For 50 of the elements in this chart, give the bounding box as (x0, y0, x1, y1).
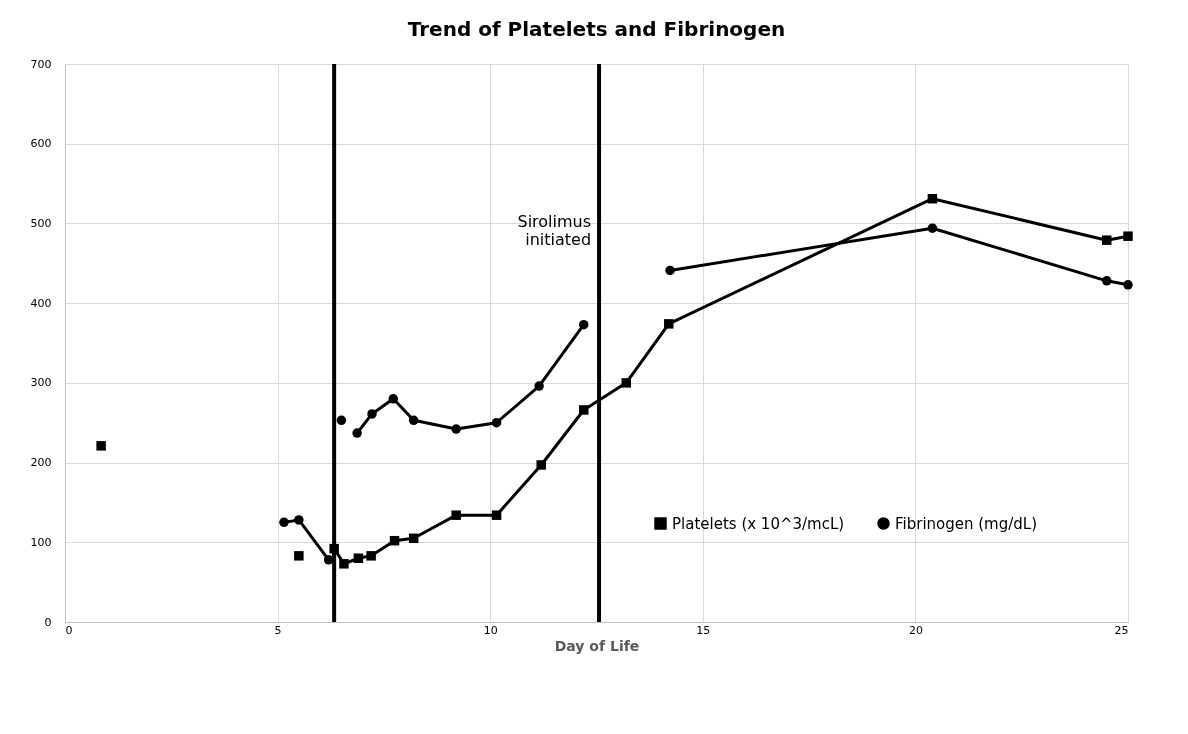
point (353, 553, 364, 563)
point (389, 535, 400, 546)
x-tick-label: 20 (908, 623, 923, 637)
x-axis-title: Day of Life (554, 637, 640, 654)
point (664, 319, 674, 329)
legend-label: Platelets (x 10^3/mcL) (672, 514, 845, 533)
point (579, 405, 589, 415)
point (352, 428, 362, 438)
point (294, 515, 304, 525)
y-tick-label: 200 (30, 456, 52, 470)
point (336, 415, 347, 426)
point (1102, 276, 1112, 286)
y-tick-label: 500 (30, 216, 52, 230)
point (536, 460, 546, 470)
point (927, 193, 938, 204)
point (491, 510, 502, 520)
point (1123, 231, 1133, 241)
point (491, 417, 502, 428)
y-tick-label: 600 (30, 137, 52, 151)
point (339, 559, 349, 569)
point (1123, 280, 1133, 290)
point (665, 265, 675, 276)
point (408, 533, 419, 544)
point (927, 223, 938, 233)
x-tick-label: 0 (65, 623, 73, 637)
x-tick-label: 5 (274, 623, 282, 637)
point (579, 319, 589, 330)
legend-label: Fibrinogen (mg/dL) (895, 514, 1038, 533)
y-tick-label: 300 (30, 376, 52, 390)
x-tick-label: 15 (696, 623, 711, 637)
point (367, 409, 377, 419)
point (451, 424, 461, 434)
x-tick-label: 10 (483, 623, 498, 637)
point (388, 394, 398, 404)
y-tick-label: 100 (30, 535, 52, 549)
point (366, 551, 376, 561)
point (1102, 235, 1112, 245)
point (534, 381, 544, 391)
ref-line-label: Sirolimus initiated (517, 212, 592, 249)
point (279, 517, 289, 528)
point (621, 378, 632, 388)
point (96, 441, 106, 451)
point (451, 510, 461, 520)
y-tick-label: 700 (30, 57, 52, 71)
y-tick-label: 400 (30, 296, 52, 310)
point (408, 415, 419, 426)
point (323, 555, 334, 565)
point (294, 551, 304, 561)
x-tick-label: 25 (1114, 623, 1129, 637)
chart-title: Trend of Platelets and Fibrinogen (407, 17, 786, 41)
